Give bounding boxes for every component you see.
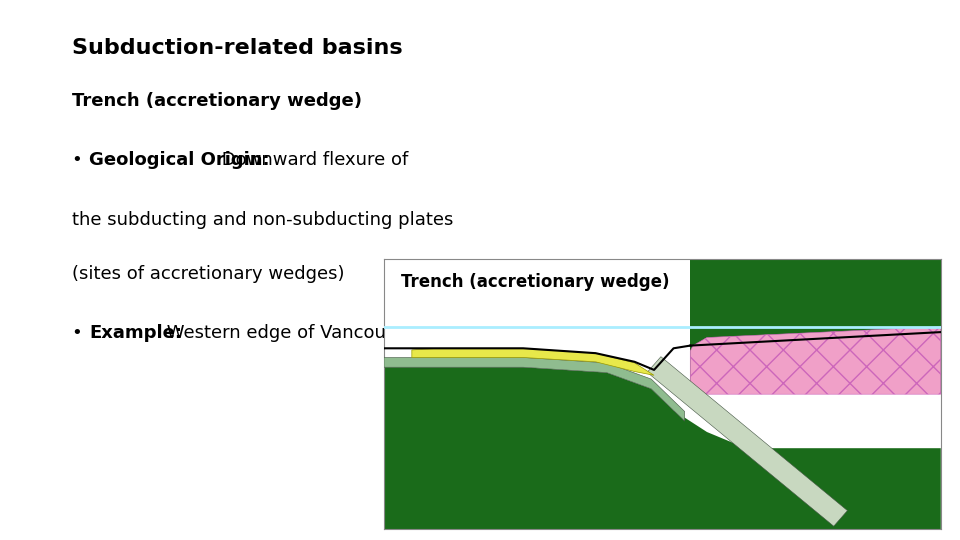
- Polygon shape: [384, 357, 684, 421]
- Text: the subducting and non-subducting plates: the subducting and non-subducting plates: [72, 211, 453, 228]
- Text: (sites of accretionary wedges): (sites of accretionary wedges): [72, 265, 345, 282]
- Text: •: •: [72, 324, 88, 342]
- Text: Example:: Example:: [89, 324, 182, 342]
- Polygon shape: [412, 348, 654, 375]
- Polygon shape: [690, 327, 941, 394]
- Polygon shape: [647, 357, 848, 526]
- Text: Geological Origin:: Geological Origin:: [89, 151, 270, 169]
- Text: Downward flexure of: Downward flexure of: [216, 151, 408, 169]
- Text: Subduction-related basins: Subduction-related basins: [72, 38, 402, 58]
- Polygon shape: [690, 259, 941, 394]
- Text: Trench (accretionary wedge): Trench (accretionary wedge): [400, 273, 669, 291]
- Text: Trench (accretionary wedge): Trench (accretionary wedge): [72, 92, 362, 110]
- Polygon shape: [384, 367, 941, 529]
- Text: •: •: [72, 151, 88, 169]
- Text: Western edge of Vancouver Island: Western edge of Vancouver Island: [161, 324, 475, 342]
